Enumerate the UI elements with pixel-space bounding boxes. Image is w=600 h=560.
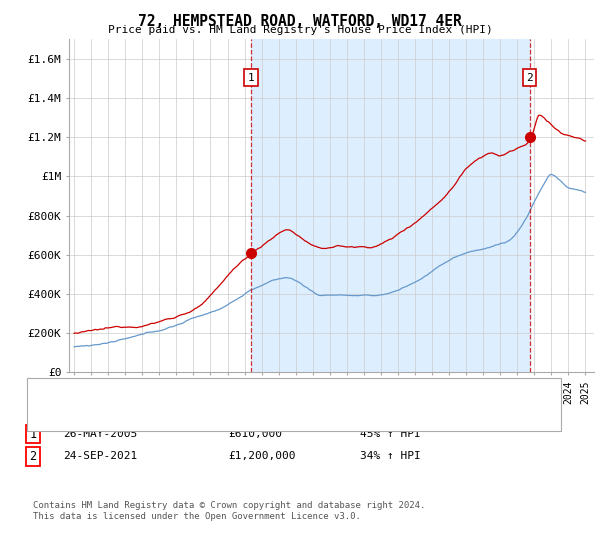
Bar [251,39,530,372]
Text: 2: 2 [29,450,37,463]
Text: 1: 1 [29,427,37,441]
Text: HPI: Average price, detached house, Watford: HPI: Average price, detached house, Watf… [72,407,341,417]
Text: 45% ↑ HPI: 45% ↑ HPI [360,429,421,439]
Text: 24-SEP-2021: 24-SEP-2021 [63,451,137,461]
Text: Contains HM Land Registry data © Crown copyright and database right 2024.
This d: Contains HM Land Registry data © Crown c… [33,501,425,521]
Text: 1: 1 [248,73,254,83]
Text: Price paid vs. HM Land Registry's House Price Index (HPI): Price paid vs. HM Land Registry's House … [107,25,493,35]
Text: 26-MAY-2005: 26-MAY-2005 [63,429,137,439]
Text: 72, HEMPSTEAD ROAD, WATFORD, WD17 4ER (detached house): 72, HEMPSTEAD ROAD, WATFORD, WD17 4ER (d… [72,389,409,399]
Text: £1,200,000: £1,200,000 [228,451,296,461]
Text: 34% ↑ HPI: 34% ↑ HPI [360,451,421,461]
Text: £610,000: £610,000 [228,429,282,439]
Text: 2: 2 [526,73,533,83]
Text: ——: —— [36,405,51,418]
Text: ——: —— [36,387,51,400]
Text: 72, HEMPSTEAD ROAD, WATFORD, WD17 4ER: 72, HEMPSTEAD ROAD, WATFORD, WD17 4ER [138,14,462,29]
